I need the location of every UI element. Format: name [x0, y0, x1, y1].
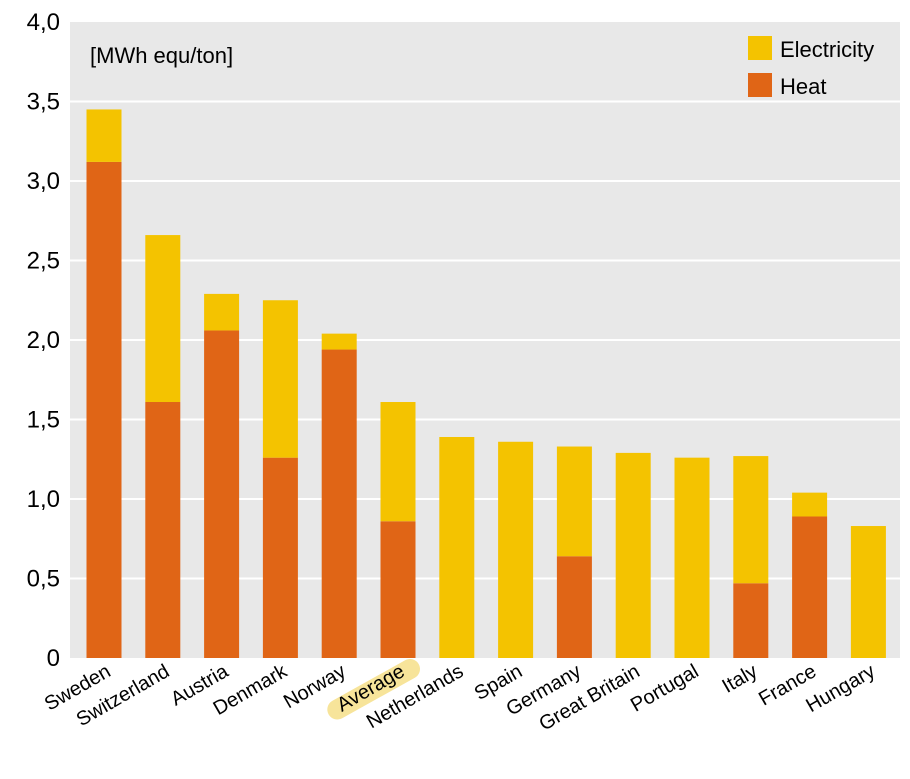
unit-label: [MWh equ/ton]: [90, 43, 233, 68]
bar-electricity: [674, 457, 710, 658]
bar-heat: [792, 516, 828, 658]
legend-swatch: [748, 73, 772, 97]
y-tick-label: 0: [47, 645, 60, 672]
bar-heat: [204, 330, 240, 658]
y-tick-label: 0,5: [27, 566, 60, 593]
bar-electricity: [733, 456, 769, 584]
bar-electricity: [792, 492, 828, 517]
bar-electricity: [86, 109, 122, 162]
y-tick-label: 3,0: [27, 168, 60, 195]
bar-heat: [321, 349, 357, 658]
y-tick-label: 4,0: [27, 9, 60, 36]
x-category-label: Portugal: [627, 660, 703, 716]
legend-label: Heat: [780, 74, 826, 99]
legend: Electricity Heat: [748, 36, 874, 99]
y-tick-label: 1,5: [27, 407, 60, 434]
bar-electricity: [380, 402, 416, 522]
bar-heat: [145, 402, 181, 658]
bar-electricity: [321, 333, 357, 350]
average-highlight: [327, 659, 420, 720]
y-axis-tick-labels: 0 0,5 1,0 1,5 2,0 2,5 3,0 3,5 4,0: [27, 9, 60, 672]
bar-electricity: [498, 441, 534, 658]
y-tick-label: 2,0: [27, 327, 60, 354]
bar-heat: [733, 583, 769, 658]
bar-electricity: [204, 293, 240, 331]
bar-heat: [556, 556, 592, 658]
bar-electricity: [556, 446, 592, 557]
legend-swatch: [748, 36, 772, 60]
bar-electricity: [615, 452, 651, 658]
y-tick-label: 2,5: [27, 248, 60, 275]
bar-heat: [380, 521, 416, 658]
x-axis-category-labels: SwedenSwitzerlandAustriaDenmarkNorwayAve…: [41, 659, 879, 735]
bar-electricity: [145, 235, 181, 403]
y-tick-label: 3,5: [27, 89, 60, 116]
bar-electricity: [850, 526, 886, 658]
bars: [86, 109, 886, 659]
bar-electricity: [439, 436, 475, 658]
bar-electricity: [262, 300, 298, 458]
y-tick-label: 1,0: [27, 486, 60, 513]
legend-label: Electricity: [780, 37, 874, 62]
bar-heat: [262, 457, 298, 658]
bar-heat: [86, 161, 122, 659]
